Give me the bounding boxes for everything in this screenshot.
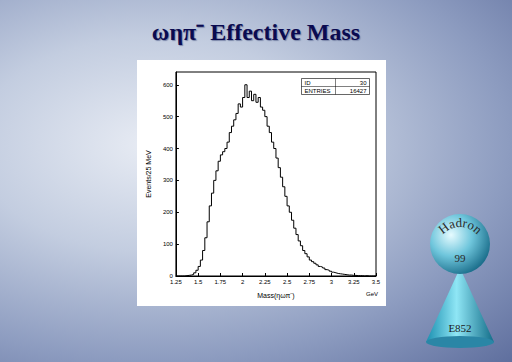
svg-text:1.25: 1.25 (170, 279, 182, 285)
svg-text:3.25: 3.25 (348, 279, 360, 285)
svg-text:Events/25 MeV: Events/25 MeV (145, 150, 152, 198)
svg-text:2.25: 2.25 (259, 279, 271, 285)
svg-text:16427: 16427 (350, 88, 367, 94)
svg-text:2.75: 2.75 (303, 279, 315, 285)
svg-text:500: 500 (163, 114, 174, 120)
svg-text:600: 600 (163, 82, 174, 88)
svg-text:3: 3 (330, 279, 334, 285)
svg-text:ENTRIES: ENTRIES (305, 88, 331, 94)
svg-text:Mass(ηωπ⁻): Mass(ηωπ⁻) (257, 292, 294, 300)
html-text:ωηπ⁻ Effective Mass: ωηπ⁻ Effective Mass (151, 19, 361, 45)
svg-text:1.5: 1.5 (194, 279, 203, 285)
svg-text:100: 100 (163, 241, 174, 247)
svg-text:400: 400 (163, 146, 174, 152)
svg-text:0: 0 (169, 273, 173, 279)
svg-text:GeV: GeV (366, 291, 378, 297)
svg-text:30: 30 (360, 80, 367, 86)
svg-text:E852: E852 (448, 322, 471, 334)
svg-text:Hadron: Hadron (435, 215, 485, 237)
svg-text:99: 99 (455, 252, 467, 264)
svg-text:1.75: 1.75 (215, 279, 227, 285)
svg-text:2: 2 (241, 279, 245, 285)
svg-text:300: 300 (163, 177, 174, 183)
svg-text:2.5: 2.5 (283, 279, 292, 285)
svg-text:3.5: 3.5 (372, 279, 381, 285)
svg-text:ID: ID (305, 80, 312, 86)
svg-text:200: 200 (163, 209, 174, 215)
